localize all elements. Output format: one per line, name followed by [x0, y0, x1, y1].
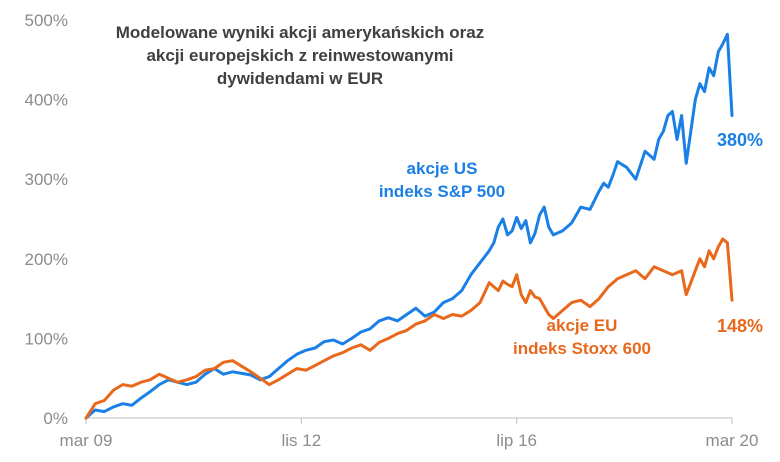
y-axis: 0% 100% 200% 300% 400% 500%: [25, 11, 68, 428]
chart-title-line: akcji europejskich z reinwestowanymi: [146, 46, 453, 65]
x-axis: mar 09 lis 12 lip 16 mar 20: [60, 417, 759, 450]
y-tick-label: 400%: [25, 91, 68, 110]
chart-title: Modelowane wyniki akcji amerykańskich or…: [116, 23, 485, 88]
series-name-0: akcje US: [407, 159, 478, 178]
series-name-1: indeks Stoxx 600: [513, 339, 651, 358]
y-tick-label: 300%: [25, 170, 68, 189]
x-tick-label: mar 20: [706, 431, 759, 450]
chart-title-line: Modelowane wyniki akcji amerykańskich or…: [116, 23, 485, 42]
series-end-label-1: 148%: [717, 316, 763, 336]
x-tick-label: lis 12: [281, 431, 321, 450]
y-tick-label: 100%: [25, 329, 68, 348]
plot-area: akcje US indeks S&P 500 380% akcje EU indeks…: [84, 32, 763, 420]
x-tick-label: lip 16: [496, 431, 537, 450]
series-end-label-0: 380%: [717, 130, 763, 150]
x-tick-label: mar 09: [60, 431, 113, 450]
chart-title-line: dywidendami w EUR: [217, 69, 383, 88]
series-name-1: akcje EU: [547, 316, 618, 335]
y-tick-label: 200%: [25, 250, 68, 269]
y-tick-label: 500%: [25, 11, 68, 30]
series-name-0: indeks S&P 500: [379, 182, 505, 201]
series-line-0: [84, 32, 734, 420]
y-tick-label: 0%: [43, 409, 68, 428]
series-line-1: [84, 237, 734, 420]
